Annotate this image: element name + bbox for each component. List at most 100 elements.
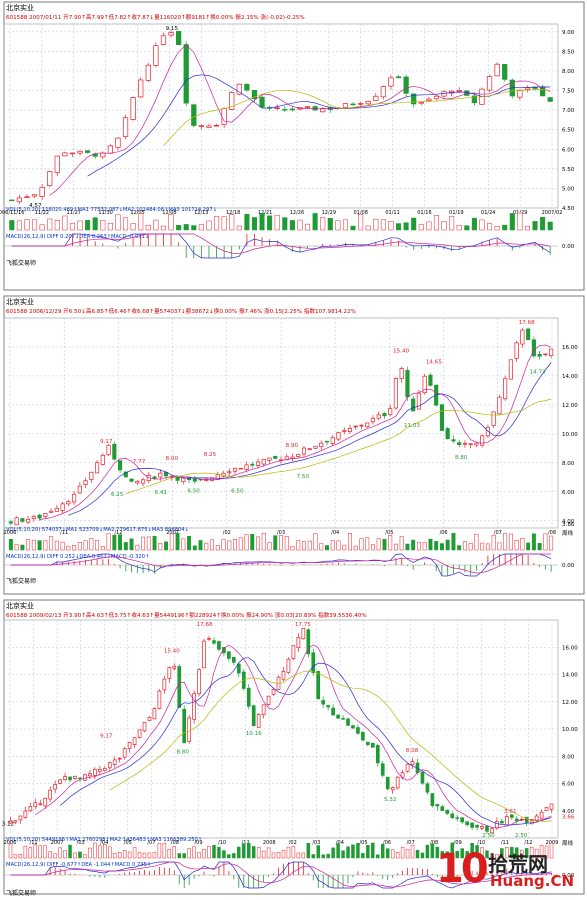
volume-bar [192,545,197,551]
candle-body [48,789,53,800]
macd-info: MACD(26,12,9) DIFF 0.252↓DEA 0.462↓MACD … [6,554,149,560]
volume-bar [68,844,72,859]
candle-body [129,478,134,482]
volume-bar [370,544,375,551]
price-annotation: 3.12 [2,822,14,828]
candle-body [385,776,390,790]
volume-bar [78,851,82,859]
volume-bar [238,537,243,551]
candle-body [445,428,450,440]
volume-bar [494,226,500,231]
volume-bar [537,543,542,551]
volume-bar [160,225,166,231]
candle-body [457,442,462,445]
candle-body [330,437,335,444]
volume-bar [214,215,220,231]
macd-info: MACD(26,12,9) DIFF -0.677↑DEA -1.044↑MAC… [6,862,151,868]
price-annotation: 3.66 [562,814,575,820]
volume-bar [316,845,320,859]
volume-bar [172,846,177,859]
x-tick-label: /12 [242,840,250,846]
candle-body [271,689,276,695]
candle-body [411,93,417,105]
candle-body [259,96,265,108]
price-annotation: 17.68 [197,622,213,628]
volume-bar [267,542,272,551]
candle-body [342,430,347,432]
x-tick-label: 12/29 [322,210,336,216]
candle-body [238,467,243,470]
candle-body [138,79,144,98]
candle-body [140,479,146,484]
candle-body [123,471,128,478]
candle-body [106,444,111,456]
volume-bar [342,544,347,551]
candle-body [137,729,142,738]
y-tick-label: 4.50 [562,206,575,212]
candle-body [152,708,157,720]
volume-bar [500,848,504,859]
ma5-line [35,644,552,829]
candle-body [435,804,440,807]
candle-body [301,627,306,640]
volume-bar [485,543,490,551]
volume-bar [365,225,371,231]
candle-body [168,32,174,36]
price-annotation: 7.77 [133,459,146,465]
candle-body [336,714,340,719]
candle-body [324,440,330,443]
macd-diff-line [11,233,551,259]
stock-name: 北京实业 [6,3,34,12]
volume-bar [457,545,462,551]
volume-bar [450,842,454,859]
x-tick-label: 01/08 [353,210,367,216]
candle-body [213,124,220,127]
candle-body [395,776,400,789]
volume-bar [192,846,196,859]
volume-bar [77,220,83,231]
candle-body [370,417,376,423]
candle-body [470,822,474,828]
price-annotation: 8.08 [406,748,419,754]
volume-bar [177,853,181,859]
volume-bar [8,843,13,859]
volume-bar [127,851,132,859]
x-tick-label: 11/22 [35,210,49,216]
candle-body [311,652,316,674]
candle-body [89,471,94,480]
candle-body [229,92,235,110]
candle-body [359,424,364,427]
y-tick-label: 4.00 [562,519,575,525]
x-tick-label: 2007 [51,840,64,846]
volume-bar [520,537,525,551]
volume-bar [549,535,554,551]
volume-bar [510,846,514,859]
volume-bar [48,851,52,859]
volume-bar [276,852,281,859]
candle-body [145,64,151,81]
candle-body [37,514,42,519]
candle-body [236,83,242,95]
volume-bar [346,846,350,859]
volume-bar [474,533,479,551]
price-annotation: 14.65 [426,360,442,366]
y-tick-label: 6.00 [562,782,575,788]
candle-body [132,737,137,745]
volume-bar [353,545,358,551]
volume-bar [547,221,553,231]
volume-bar [435,846,440,859]
candle-body [77,150,83,154]
volume-bar [312,213,318,231]
candle-body [382,413,387,417]
macd-zero-label: 0.00 [562,244,575,250]
candle-body [358,103,364,105]
candle-body [191,104,197,126]
candle-body [18,815,23,821]
candle-body [440,806,445,811]
volume-bar [123,542,128,551]
candle-body [115,137,121,148]
volume-bar [28,847,33,859]
volume-bar [152,535,157,551]
candle-body [395,76,402,79]
